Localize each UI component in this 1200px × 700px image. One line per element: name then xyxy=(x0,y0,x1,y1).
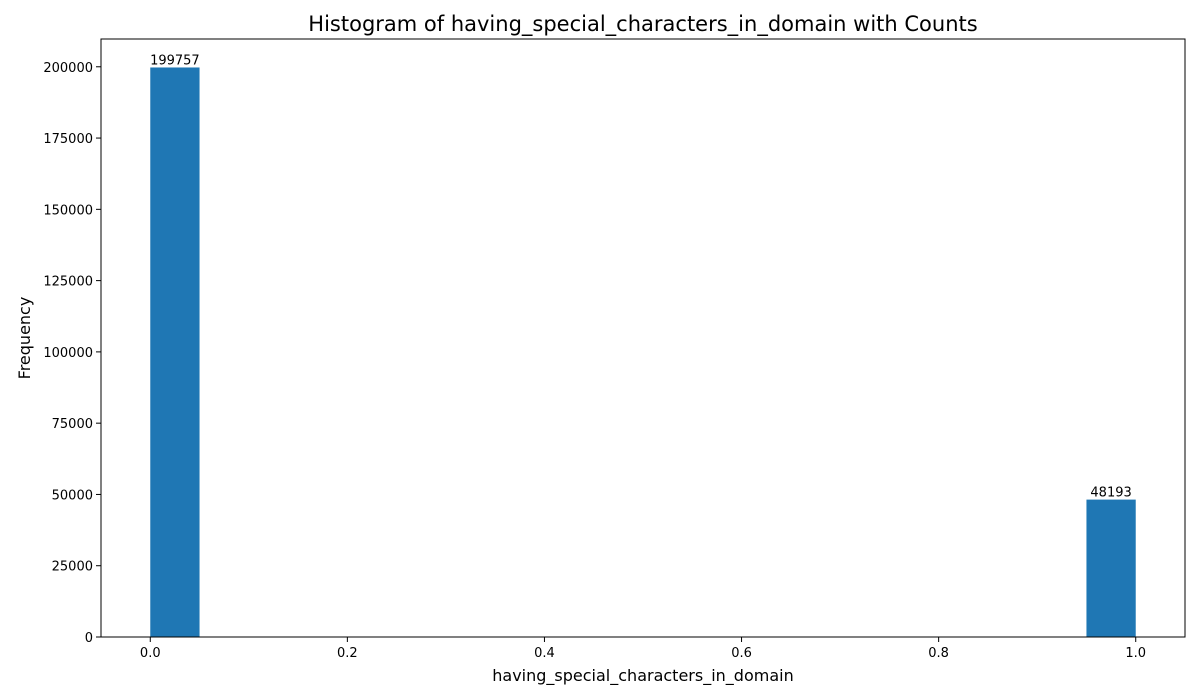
bar-count-label: 199757 xyxy=(150,53,200,68)
x-tick-label: 0.6 xyxy=(731,646,752,661)
chart-title: Histogram of having_special_characters_i… xyxy=(308,12,977,37)
plot-area: 199757 48193 0.0 0.2 0.4 0.6 0.8 1.0 0 25000 50000… xyxy=(43,38,1186,661)
y-tick-label: 50000 xyxy=(52,488,93,503)
y-tick-label: 100000 xyxy=(43,346,93,361)
y-tick-label: 25000 xyxy=(52,560,93,575)
x-tick-label: 0.8 xyxy=(928,646,949,661)
y-tick-label: 75000 xyxy=(52,417,93,432)
x-tick-label: 1.0 xyxy=(1125,646,1146,661)
plot-frame xyxy=(100,38,1186,638)
bar-count-label: 48193 xyxy=(1090,486,1131,501)
x-axis-label: having_special_characters_in_domain xyxy=(492,666,793,686)
x-tick-label: 0.4 xyxy=(534,646,555,661)
x-tick-label: 0.2 xyxy=(337,646,358,661)
histogram-bar xyxy=(1086,499,1136,637)
x-tick-label: 0.0 xyxy=(140,646,161,661)
y-tick-label: 200000 xyxy=(43,61,93,76)
y-tick-label: 150000 xyxy=(43,203,93,218)
y-tick-label: 175000 xyxy=(43,132,93,147)
y-tick-label: 0 xyxy=(85,631,93,646)
histogram-bar xyxy=(150,67,200,638)
y-tick-label: 125000 xyxy=(43,275,93,290)
y-axis-label: Frequency xyxy=(15,297,34,380)
